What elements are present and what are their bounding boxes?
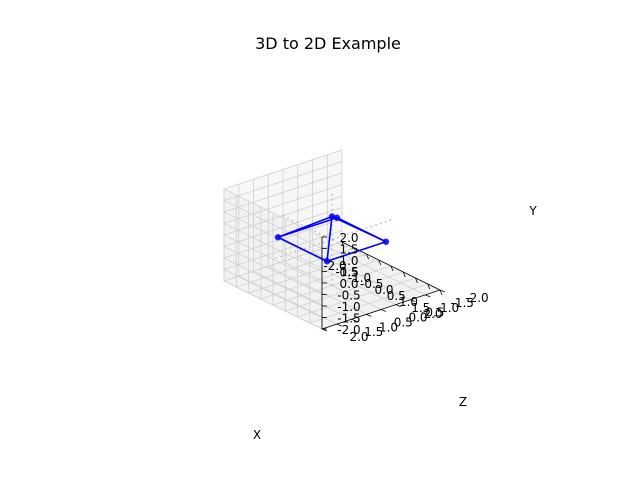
y-gridline bbox=[222, 207, 343, 295]
z-tick-label: -1.5 bbox=[451, 296, 474, 310]
series-edge bbox=[331, 215, 387, 243]
z-axis-label: Z bbox=[459, 395, 467, 409]
data-point bbox=[333, 214, 341, 221]
z-tick bbox=[439, 289, 446, 293]
z-tick-label: -1.0 bbox=[436, 301, 459, 315]
y-gridline bbox=[222, 149, 343, 238]
x-tick-label: -1.5 bbox=[336, 265, 359, 279]
chart-marks bbox=[274, 213, 390, 265]
y-tick-label: -2.0 bbox=[337, 323, 360, 337]
y-tick-label: 0.0 bbox=[339, 277, 358, 291]
z-tick-label: -0.5 bbox=[421, 306, 444, 320]
z-tick bbox=[380, 309, 387, 312]
tick-labels: -2.0-1.5-1.0-0.50.00.51.01.52.0-2.0-1.5-… bbox=[323, 231, 488, 344]
z-tick bbox=[395, 304, 401, 307]
x-tick-label: -0.5 bbox=[360, 277, 383, 291]
y-tick-label: 0.5 bbox=[339, 266, 358, 280]
series-edge bbox=[277, 236, 328, 263]
series-edge bbox=[277, 215, 333, 239]
x-tick bbox=[366, 253, 369, 260]
reference-axes bbox=[272, 193, 392, 286]
z-tick-label: 2.0 bbox=[349, 330, 368, 344]
y-gridline bbox=[222, 230, 343, 318]
x-tick-label: 1.0 bbox=[399, 295, 418, 309]
x-tick bbox=[378, 259, 382, 266]
z-tick bbox=[366, 314, 372, 317]
x-tick bbox=[427, 283, 431, 290]
chart-axes bbox=[321, 236, 446, 332]
z-tick bbox=[425, 294, 431, 298]
x-tick bbox=[415, 277, 418, 284]
x-tick bbox=[439, 289, 443, 296]
z-tick bbox=[336, 323, 342, 327]
y-gridline bbox=[222, 172, 343, 261]
x-axis-label: X bbox=[253, 428, 261, 442]
x-tick-label: -2.0 bbox=[323, 259, 346, 273]
y-gridline bbox=[222, 195, 343, 284]
y-tick-label: 2.0 bbox=[339, 231, 358, 245]
data-point bbox=[328, 213, 336, 220]
y-tick-label: -0.5 bbox=[337, 289, 360, 303]
x-tick-label: -1.0 bbox=[348, 271, 371, 285]
y-gridline bbox=[222, 184, 343, 272]
chart-title: 3D to 2D Example bbox=[255, 34, 401, 53]
z-tick-label: 0.5 bbox=[394, 315, 413, 329]
x-tick-label: 0.5 bbox=[387, 289, 406, 303]
z-tick-label: -2.0 bbox=[465, 291, 488, 305]
data-point bbox=[382, 238, 390, 245]
x-tick bbox=[390, 265, 394, 272]
x-tick-label: 2.0 bbox=[423, 307, 442, 321]
z-tick bbox=[410, 299, 416, 303]
z-tick-label: 1.0 bbox=[379, 320, 398, 334]
y-tick-label: -1.0 bbox=[337, 300, 360, 314]
y-tick-label: -1.5 bbox=[337, 312, 360, 326]
data-point bbox=[323, 258, 331, 265]
data-point bbox=[274, 234, 282, 241]
z-tick bbox=[351, 318, 357, 322]
y-axis-label: Y bbox=[528, 204, 537, 218]
reference-x-line bbox=[282, 214, 382, 265]
reference-z-line bbox=[272, 219, 392, 260]
series-edge bbox=[326, 240, 387, 263]
y-tick-label: 1.0 bbox=[339, 254, 358, 268]
x-tick bbox=[341, 241, 345, 248]
x-tick bbox=[402, 271, 406, 278]
x-tick-label: 0.0 bbox=[374, 283, 393, 297]
y-gridline bbox=[222, 241, 343, 330]
z-tick-label: 1.5 bbox=[364, 325, 383, 339]
x-tick-label: 1.5 bbox=[411, 301, 430, 315]
y-gridline bbox=[222, 218, 343, 307]
z-tick-label: 0.0 bbox=[408, 311, 427, 325]
series-edge bbox=[326, 215, 333, 263]
y-tick-label: 1.5 bbox=[339, 243, 358, 257]
